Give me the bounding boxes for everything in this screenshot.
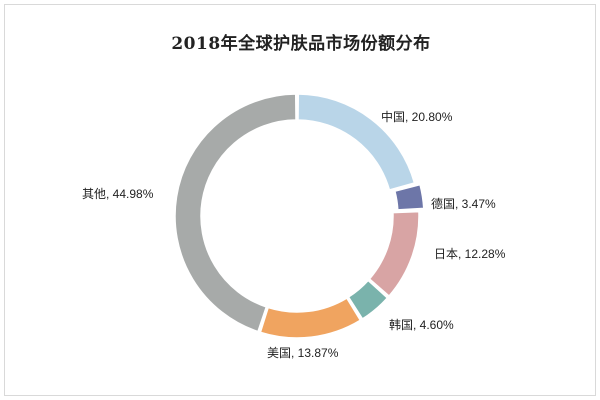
slice-5 [259,297,362,339]
slice-3 [368,210,420,298]
slice-labels: 中国, 20.80% 德国, 3.47% 日本, 12.28% 韩国, 4.60% 美国… [82,109,506,360]
donut-slices [174,93,425,339]
chart-title: 2018年全球护肤品市场份额分布 [171,34,431,54]
slice-label-1: 中国, 20.80% [381,109,453,124]
slice-label-2: 德国, 3.47% [431,196,496,211]
slice-4 [347,279,389,320]
slice-label-6: 其他, 44.98% [82,187,154,201]
slice-2 [393,183,425,211]
slice-label-5: 美国, 13.87% [267,346,339,360]
slice-label-4: 韩国, 4.60% [389,317,454,332]
slice-6 [174,93,297,333]
slice-label-3: 日本, 12.28% [434,247,506,261]
slice-1 [297,93,416,191]
